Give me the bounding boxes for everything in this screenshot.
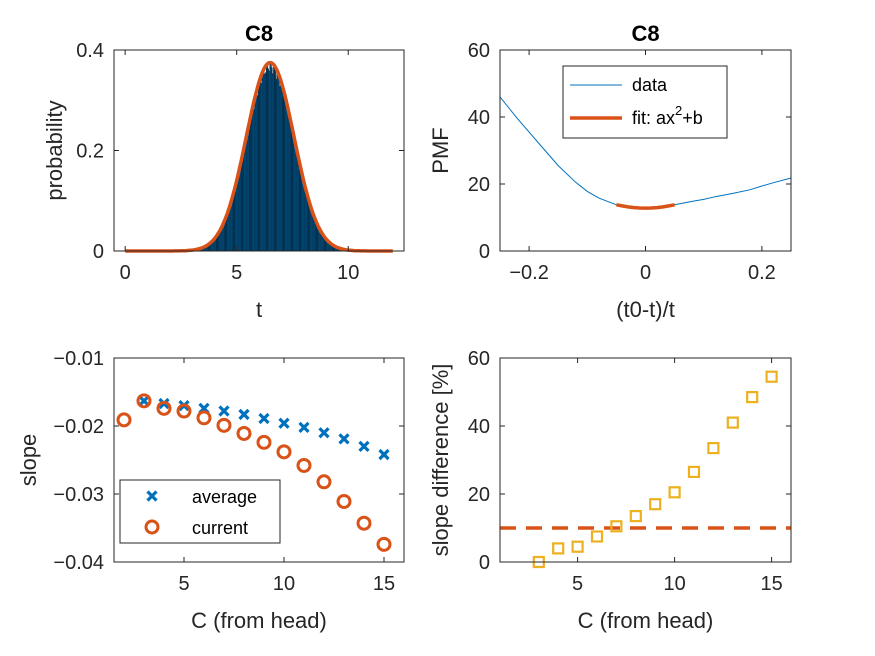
difference-point	[590, 530, 604, 543]
legend-marker-current	[144, 519, 160, 535]
legend-marker-average	[146, 490, 158, 502]
axes-box	[499, 357, 792, 563]
average-point	[378, 448, 390, 461]
average-point	[278, 417, 290, 429]
legend: average current	[119, 479, 281, 544]
x-axis-label: t	[256, 297, 262, 322]
current-point	[296, 457, 312, 473]
panel-histogram: 0 5 10 0 0.2 0.4 C8 t probability	[42, 21, 405, 322]
difference-point	[765, 370, 778, 383]
average-point	[338, 433, 350, 445]
legend-fit-base: fit: ax	[632, 108, 675, 128]
average-point	[258, 412, 270, 425]
average-point	[358, 440, 370, 453]
current-point	[336, 493, 352, 509]
x-tick-label: 10	[663, 573, 685, 595]
x-tick-label: 15	[373, 573, 395, 595]
y-tick-label: 0	[479, 552, 490, 574]
current-point	[116, 412, 132, 428]
legend-label-current: current	[192, 518, 248, 538]
average-point	[138, 395, 150, 407]
x-tick-label: 5	[231, 262, 242, 284]
y-tick-label: 60	[468, 40, 490, 62]
x-axis-label: C (from head)	[578, 608, 714, 633]
legend-box	[119, 479, 281, 544]
y-tick-label: −0.03	[53, 484, 104, 506]
x-tick-label: −0.2	[509, 262, 548, 284]
average-point	[238, 408, 250, 421]
legend: data fit: ax2+b	[562, 65, 728, 139]
y-tick-label: 0	[93, 241, 104, 263]
current-point	[216, 417, 232, 433]
average-point	[218, 405, 230, 417]
difference-point	[668, 486, 681, 499]
y-tick-label: 40	[468, 416, 490, 438]
current-point	[176, 403, 192, 419]
x-tick-label: 10	[273, 573, 295, 595]
average-point	[298, 421, 310, 433]
current-point	[316, 474, 332, 490]
y-tick-label: 20	[468, 484, 490, 506]
y-tick-label: 60	[468, 348, 490, 370]
current-point	[236, 425, 252, 441]
axes-box	[113, 357, 405, 563]
average-point	[318, 427, 330, 439]
difference-point	[610, 520, 623, 533]
x-tick-label: 15	[760, 573, 782, 595]
y-tick-label: −0.01	[53, 348, 104, 370]
difference-point	[649, 498, 662, 511]
fit-line	[616, 203, 675, 210]
difference-point	[707, 442, 720, 455]
panel-slope-difference: 5 10 15 0 20 40 60 C (from head) slope differenc…	[428, 348, 792, 633]
y-tick-label: 0	[479, 241, 490, 263]
y-tick-label: 20	[468, 174, 490, 196]
legend-label-data: data	[632, 75, 668, 95]
legend-fit-tail: +b	[682, 108, 703, 128]
difference-point	[726, 416, 739, 429]
y-axis-label: PMF	[428, 127, 453, 173]
difference-point	[629, 510, 642, 523]
y-axis-label: probability	[42, 100, 67, 200]
difference-point	[746, 391, 759, 404]
x-tick-label: 0	[120, 262, 131, 284]
current-point	[136, 393, 152, 409]
y-axis-label: slope difference [%]	[428, 364, 453, 557]
current-point	[156, 400, 172, 416]
x-tick-label: 0	[640, 262, 651, 284]
x-tick-label: 0.2	[748, 262, 776, 284]
y-tick-label: 0.2	[76, 141, 104, 163]
legend-label-fit: fit: ax2+b	[632, 103, 703, 128]
difference-point	[687, 465, 701, 478]
y-tick-label: −0.04	[53, 552, 104, 574]
legend-label-average: average	[192, 487, 257, 507]
y-tick-label: 0.4	[76, 40, 104, 62]
current-point	[376, 536, 392, 552]
y-axis-label: slope	[16, 434, 41, 487]
x-tick-label: 5	[572, 573, 583, 595]
current-point	[196, 410, 212, 426]
legend-fit-superscript: 2	[675, 103, 682, 118]
panel-pmf: −0.2 0 0.2 0 20 40 60 C8 (t0-t)/t PMF data fit: ax2…	[428, 21, 792, 322]
y-tick-label: 40	[468, 107, 490, 129]
chart-title: C8	[245, 21, 273, 46]
x-axis-label: C (from head)	[191, 608, 327, 633]
legend-box	[562, 65, 728, 139]
current-point	[256, 434, 272, 450]
x-axis-label: (t0-t)/t	[616, 297, 675, 322]
current-point	[276, 444, 292, 460]
x-tick-label: 10	[337, 262, 359, 284]
chart-title: C8	[631, 21, 659, 46]
x-tick-label: 5	[178, 573, 189, 595]
y-tick-label: −0.02	[53, 416, 104, 438]
current-point	[356, 515, 372, 531]
difference-point	[571, 540, 584, 553]
panel-slope: 5 10 15 −0.04 −0.03 −0.02 −0.01 C (from head) sl…	[16, 348, 405, 633]
difference-point	[552, 542, 565, 555]
